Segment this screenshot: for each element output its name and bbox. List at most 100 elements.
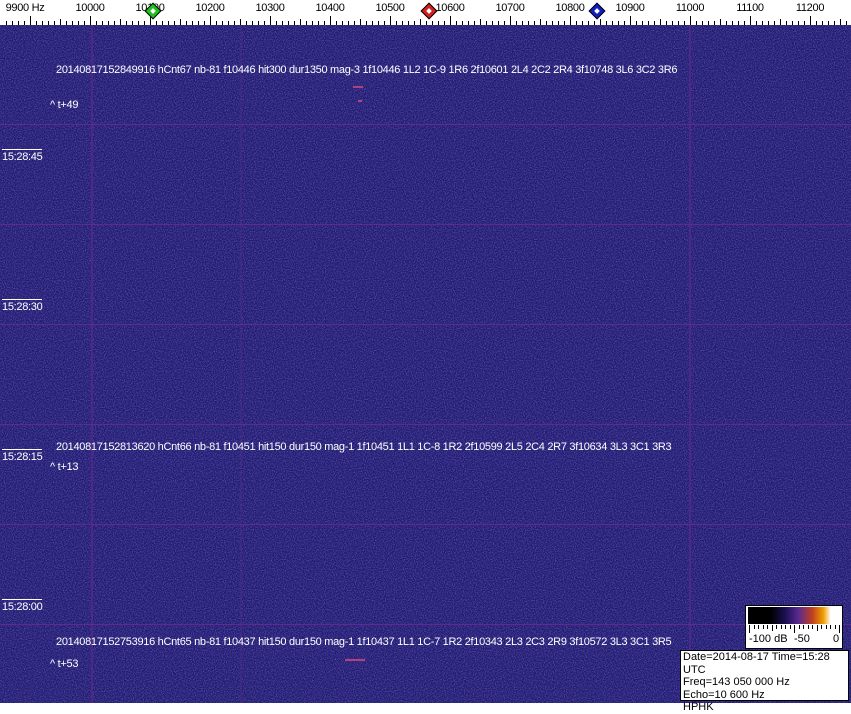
axis-tick	[522, 21, 523, 25]
scale-tick	[762, 625, 764, 629]
axis-tick	[588, 21, 589, 25]
axis-tick	[270, 16, 271, 25]
axis-tick	[84, 21, 85, 25]
scale-tick	[794, 625, 795, 633]
axis-tick	[204, 21, 205, 25]
axis-tick	[618, 21, 619, 25]
scale-tick	[771, 625, 773, 631]
axis-tick	[96, 21, 97, 25]
detection-line: 20140817152813620 hCnt66 nb-81 f10451 hi…	[56, 441, 672, 453]
axis-tick	[372, 21, 373, 25]
detection-line: 20140817152849916 hCnt67 nb-81 f10446 hi…	[56, 64, 678, 76]
axis-tick	[396, 21, 397, 25]
axis-tick	[756, 21, 757, 25]
axis-tick	[162, 21, 163, 25]
axis-tick	[462, 21, 463, 25]
carrier-line	[240, 25, 242, 703]
axis-tick	[366, 21, 367, 25]
axis-tick	[354, 21, 355, 25]
scale-tick	[780, 625, 782, 629]
frequency-label: 10300	[255, 2, 285, 14]
frequency: Freq=143 050 000 Hz	[683, 676, 790, 688]
scale-tick	[803, 625, 804, 629]
axis-tick	[846, 21, 847, 25]
axis-tick	[324, 21, 325, 25]
frequency-label: 10700	[495, 2, 525, 14]
axis-tick	[660, 19, 661, 25]
axis-tick	[492, 21, 493, 25]
axis-tick	[798, 21, 799, 25]
axis-tick	[6, 21, 7, 25]
axis-tick	[486, 21, 487, 25]
axis-tick	[336, 21, 337, 25]
axis-tick	[636, 21, 637, 25]
axis-tick	[234, 21, 235, 25]
frequency-label: 11200	[795, 2, 825, 14]
axis-tick	[768, 21, 769, 25]
frequency-label: 10200	[195, 2, 225, 14]
axis-tick	[672, 21, 673, 25]
axis-tick	[540, 19, 541, 25]
axis-tick	[528, 21, 529, 25]
grid-line	[0, 624, 851, 625]
echo-trace	[353, 86, 363, 88]
axis-tick	[30, 16, 31, 25]
axis-tick	[516, 21, 517, 25]
axis-tick	[210, 16, 211, 25]
axis-tick	[498, 21, 499, 25]
axis-tick	[468, 21, 469, 25]
grid-line	[0, 224, 851, 225]
axis-tick	[282, 21, 283, 25]
axis-tick	[576, 21, 577, 25]
color-scale: -100 dB -50 0	[745, 605, 843, 649]
frequency-label: 9900 Hz	[5, 2, 45, 14]
axis-tick	[174, 21, 175, 25]
axis-tick	[750, 16, 751, 25]
axis-tick	[600, 19, 601, 25]
blue-marker[interactable]	[588, 2, 606, 20]
axis-tick	[312, 21, 313, 25]
axis-tick	[570, 16, 571, 25]
axis-tick	[318, 21, 319, 25]
axis-tick	[150, 16, 151, 25]
time-label: 15:28:15	[2, 449, 43, 463]
axis-tick	[12, 21, 13, 25]
axis-tick	[546, 21, 547, 25]
axis-tick	[840, 19, 841, 25]
scale-tick	[830, 625, 831, 629]
axis-tick	[564, 21, 565, 25]
frequency-label: 11100	[736, 2, 764, 14]
axis-tick	[732, 21, 733, 25]
axis-tick	[804, 21, 805, 25]
frequency-label: 10400	[315, 2, 345, 14]
axis-tick	[708, 21, 709, 25]
axis-tick	[678, 21, 679, 25]
axis-tick	[726, 21, 727, 25]
axis-tick	[762, 21, 763, 25]
axis-tick	[216, 21, 217, 25]
axis-tick	[432, 21, 433, 25]
axis-tick	[612, 21, 613, 25]
axis-tick	[60, 19, 61, 25]
axis-tick	[666, 21, 667, 25]
echo-frequency: Echo=10 600 Hz	[683, 688, 765, 701]
axis-tick	[192, 21, 193, 25]
axis-tick	[246, 21, 247, 25]
axis-tick	[402, 21, 403, 25]
scale-tick	[749, 625, 750, 633]
axis-tick	[384, 21, 385, 25]
axis-tick	[258, 21, 259, 25]
axis-tick	[24, 21, 25, 25]
axis-tick	[348, 21, 349, 25]
scale-tick	[785, 625, 786, 629]
axis-tick	[630, 16, 631, 25]
scale-tick	[798, 625, 800, 629]
grid-line	[0, 324, 851, 325]
axis-tick	[102, 21, 103, 25]
color-gradient	[748, 607, 840, 624]
axis-tick	[42, 21, 43, 25]
axis-tick	[810, 16, 811, 25]
info-box: Date=2014-08-17 Time=15:28 UTC Freq=143 …	[680, 650, 849, 713]
axis-tick	[114, 21, 115, 25]
axis-tick	[450, 16, 451, 25]
